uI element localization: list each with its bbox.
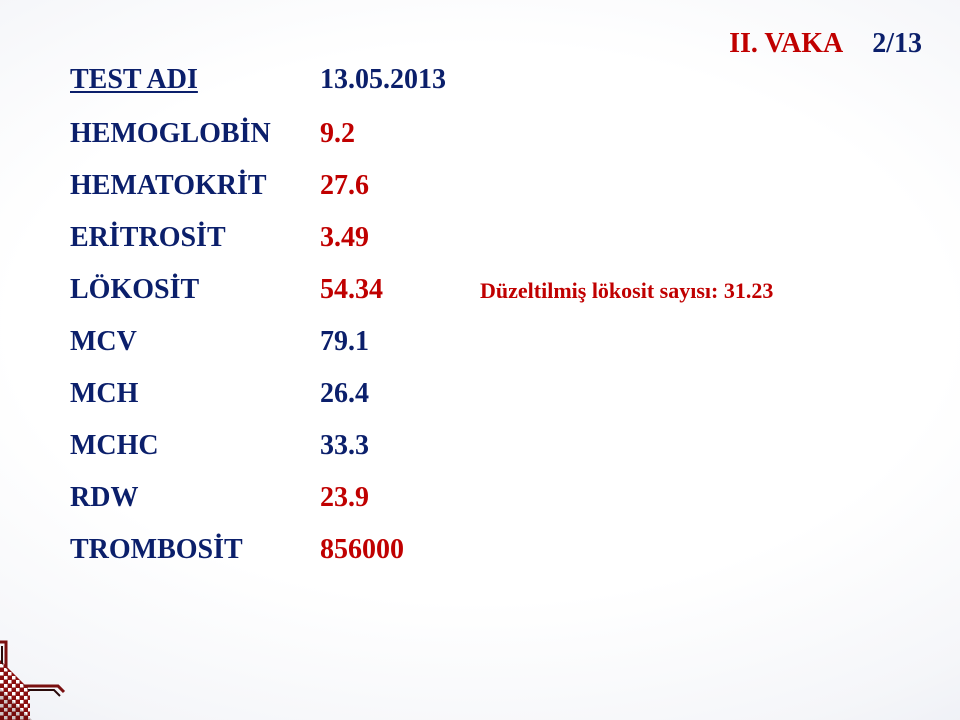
test-value: 3.49 [320,222,480,254]
table-header-row: TEST ADI 13.05.2013 [70,64,900,96]
table-row: HEMOGLOBİN 9.2 [70,118,900,150]
column-header-date: 13.05.2013 [320,64,480,96]
test-name: RDW [70,482,320,514]
test-value: 27.6 [320,170,480,202]
test-name: TROMBOSİT [70,534,320,566]
test-note: Düzeltilmiş lökosit sayısı: 31.23 [480,278,900,304]
case-label: II. VAKA [729,28,843,59]
table-row: LÖKOSİT 54.34 Düzeltilmiş lökosit sayısı… [70,274,900,306]
test-value: 54.34 [320,274,480,306]
table-row: TROMBOSİT 856000 [70,534,900,566]
table-row: MCHC 33.3 [70,430,900,462]
table-row: MCV 79.1 [70,326,900,358]
lab-results-table: TEST ADI 13.05.2013 HEMOGLOBİN 9.2 HEMAT… [70,64,900,680]
table-row: HEMATOKRİT 27.6 [70,170,900,202]
test-value: 856000 [320,534,480,566]
test-name: MCV [70,326,320,358]
column-header-test-name: TEST ADI [70,64,320,96]
test-value: 26.4 [320,378,480,410]
table-row: MCH 26.4 [70,378,900,410]
test-name: LÖKOSİT [70,274,320,306]
table-row: ERİTROSİT 3.49 [70,222,900,254]
test-name: HEMATOKRİT [70,170,320,202]
test-value: 79.1 [320,326,480,358]
corner-decoration-icon [0,640,80,720]
test-value: 33.3 [320,430,480,462]
test-value: 23.9 [320,482,480,514]
test-name: MCHC [70,430,320,462]
test-name: HEMOGLOBİN [70,118,320,150]
test-name: ERİTROSİT [70,222,320,254]
table-row: RDW 23.9 [70,482,900,514]
slide-header-number: II. VAKA 2/13 [729,28,922,60]
page-label: 2/13 [872,28,922,59]
test-name: MCH [70,378,320,410]
test-value: 9.2 [320,118,480,150]
